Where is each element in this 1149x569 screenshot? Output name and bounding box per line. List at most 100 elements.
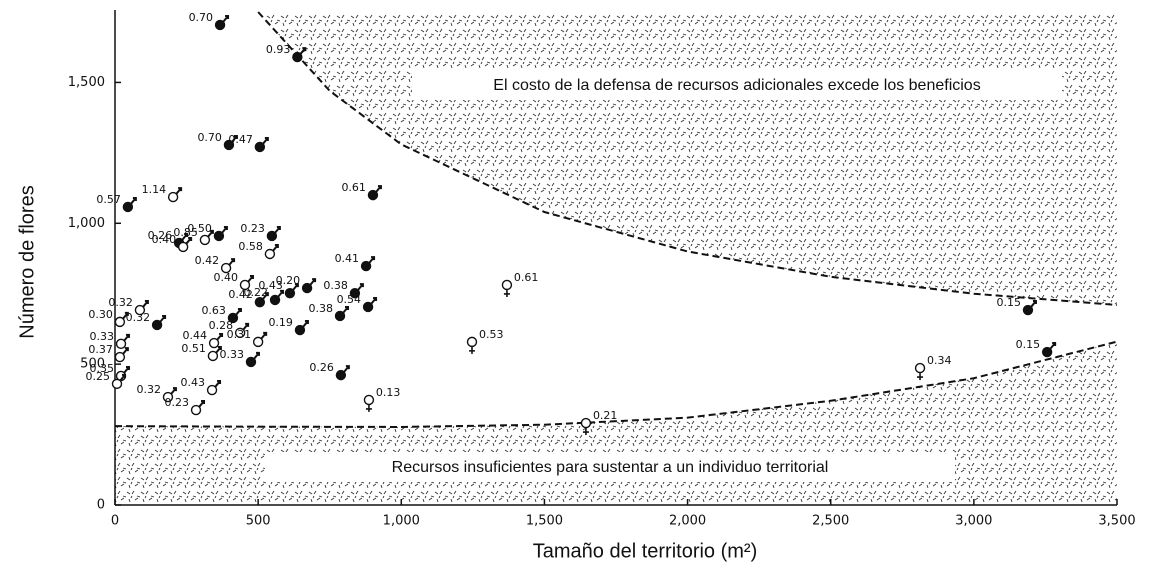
y-axis-label: Número de flores: [16, 185, 38, 338]
male-arrow: [130, 196, 137, 205]
point: 0.41: [335, 252, 376, 272]
male-arrow: [235, 307, 242, 316]
point: 0.34: [914, 354, 952, 381]
point: 0.38: [323, 279, 364, 299]
point: 0.85: [173, 226, 214, 246]
point: 0.23: [240, 222, 281, 242]
marker: [1041, 346, 1053, 358]
marker: [254, 141, 266, 153]
point-label: 0.32: [108, 296, 133, 309]
male-arrow: [215, 345, 222, 354]
marker: [167, 191, 179, 203]
point: 0.42: [195, 254, 236, 274]
point-label: 0.19: [268, 316, 293, 329]
marker: [335, 369, 347, 381]
point: 0.32: [108, 296, 149, 316]
x-tick-label: 2,000: [669, 514, 706, 529]
male-arrow: [370, 296, 378, 305]
point: 0.21: [580, 409, 617, 436]
male-arrow: [122, 311, 129, 320]
marker: [914, 362, 926, 374]
point: 0.40: [152, 233, 193, 253]
y-tick-label: 0: [97, 498, 105, 513]
point: 0.19: [268, 316, 309, 336]
point-label: 0.70: [197, 131, 222, 144]
marker: [294, 324, 306, 336]
y-tick-label: 1,000: [68, 216, 105, 231]
point: 0.43: [258, 279, 299, 299]
male-arrow: [207, 229, 214, 238]
point-label: 1.14: [142, 183, 167, 196]
point: 0.25: [86, 370, 127, 390]
marker: [1022, 304, 1034, 316]
male-arrow: [375, 185, 382, 193]
point-label: 0.26: [309, 361, 334, 374]
marker: [199, 234, 211, 246]
point: 0.63: [201, 304, 242, 324]
annotation: El costo de la defensa de recursos adici…: [493, 77, 980, 94]
point-label: 0.25: [86, 370, 111, 383]
marker: [360, 260, 372, 272]
male-arrow: [185, 236, 193, 245]
male-arrow: [292, 283, 299, 291]
point-label: 0.22: [244, 286, 269, 299]
marker: [111, 378, 123, 390]
marker: [151, 319, 163, 331]
marker: [349, 287, 361, 299]
point-label: 0.42: [228, 288, 253, 301]
point-label: 0.63: [201, 304, 226, 317]
male-arrow: [274, 225, 281, 234]
point: 0.37: [88, 343, 129, 363]
point: 0.15: [996, 296, 1037, 316]
male-arrow: [159, 314, 167, 323]
annotation-box: [412, 70, 1062, 100]
point-label: 0.57: [96, 193, 121, 206]
point-label: 0.54: [337, 293, 362, 306]
point: 0.70: [197, 131, 238, 151]
male-arrow: [368, 256, 376, 264]
female-cross: [468, 346, 475, 354]
annotation: Recursos insuficientes para sustentar a …: [392, 459, 829, 476]
marker: [114, 316, 126, 328]
marker: [266, 230, 278, 242]
point: 0.53: [466, 328, 504, 354]
point-label: 0.47: [228, 133, 253, 146]
point: 0.33: [219, 348, 260, 368]
point-label: 0.93: [266, 43, 291, 56]
point: 0.22: [244, 286, 285, 306]
boundary-curve: [114, 340, 1118, 428]
y-tick-label: 500: [80, 357, 105, 372]
male-arrow: [170, 387, 177, 395]
male-arrow: [1049, 342, 1057, 350]
point: 0.26: [309, 361, 350, 381]
point-label: 0.15: [996, 296, 1021, 309]
male-arrow: [181, 233, 189, 241]
point: 0.44: [183, 329, 224, 349]
male-arrow: [228, 258, 236, 266]
male-arrow: [123, 365, 131, 374]
female-cross: [503, 289, 510, 297]
point-label: 0.40: [152, 233, 177, 246]
point: 0.31: [227, 328, 268, 348]
point-label: 0.58: [238, 240, 263, 253]
marker: [367, 189, 379, 201]
male-arrow: [221, 225, 228, 234]
male-arrow: [357, 283, 364, 291]
marker: [284, 287, 296, 299]
marker: [214, 19, 226, 31]
marker: [207, 350, 219, 362]
point-label: 0.23: [240, 222, 265, 235]
point-label: 0.85: [173, 226, 198, 239]
annotation-box: [265, 452, 955, 482]
point: 0.32: [126, 311, 167, 331]
point-label: 0.33: [219, 348, 244, 361]
marker: [264, 248, 276, 260]
male-arrow: [253, 351, 260, 360]
point-label: 0.53: [479, 328, 504, 341]
marker: [122, 201, 134, 213]
marker: [223, 139, 235, 151]
point: 0.43: [181, 376, 222, 396]
point-label: 0.61: [514, 271, 539, 284]
marker: [190, 404, 202, 416]
point: 0.38: [309, 302, 350, 322]
